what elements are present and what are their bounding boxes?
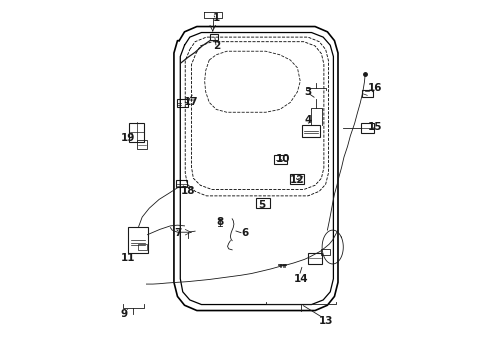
Bar: [256, 198, 269, 208]
Text: 17: 17: [184, 98, 199, 107]
Bar: [129, 123, 144, 142]
Text: 9: 9: [121, 309, 128, 319]
Bar: [302, 125, 319, 138]
Text: 15: 15: [367, 122, 382, 132]
Text: 13: 13: [318, 316, 332, 326]
Bar: [137, 140, 147, 149]
Text: 10: 10: [276, 154, 290, 164]
Text: 3: 3: [304, 87, 311, 97]
Bar: [361, 90, 372, 98]
Text: 12: 12: [289, 175, 304, 185]
Text: 8: 8: [216, 217, 223, 227]
Text: 14: 14: [293, 274, 307, 284]
Text: 19: 19: [121, 133, 135, 143]
Text: 4: 4: [304, 115, 311, 125]
Text: 6: 6: [241, 228, 247, 238]
Bar: [321, 249, 329, 256]
Bar: [289, 174, 303, 184]
Bar: [307, 253, 322, 264]
Bar: [273, 155, 286, 164]
Text: 5: 5: [258, 200, 265, 210]
Bar: [177, 99, 188, 107]
Text: 2: 2: [212, 41, 220, 51]
Text: 7: 7: [173, 228, 181, 238]
Bar: [360, 123, 373, 133]
Bar: [209, 35, 217, 40]
Bar: [128, 227, 147, 253]
Bar: [176, 180, 187, 188]
Text: 11: 11: [121, 253, 135, 262]
Text: 18: 18: [181, 186, 195, 195]
Text: 16: 16: [367, 83, 382, 93]
Bar: [138, 244, 146, 250]
Text: 1: 1: [212, 13, 220, 23]
